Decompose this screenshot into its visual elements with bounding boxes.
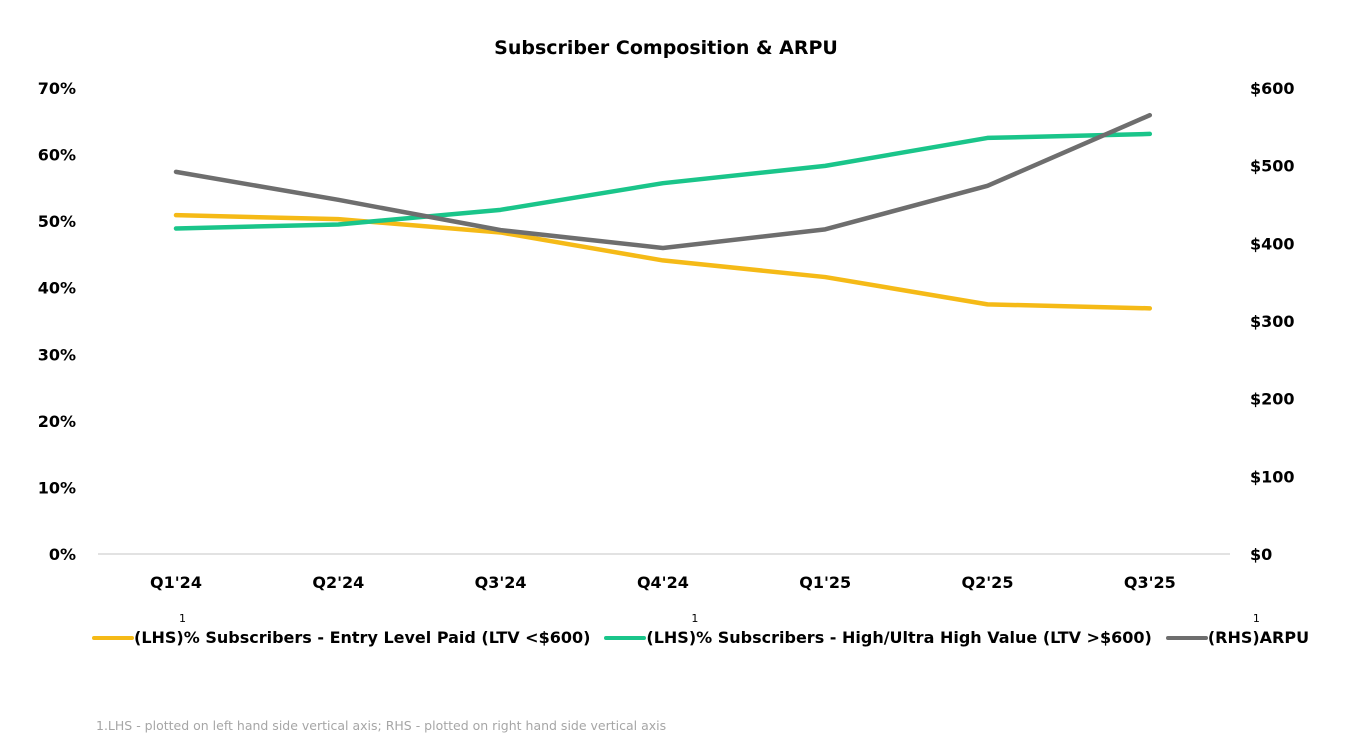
legend-superscript: 1 xyxy=(1252,612,1260,625)
legend-item-entry-level: 1 (LHS)% Subscribers - Entry Level Paid … xyxy=(92,612,591,647)
legend-label: (LHS)% Subscribers - High/Ultra High Val… xyxy=(646,628,1152,647)
left-axis: 0% 10% 20% 30% 40% 50% 60% 70% xyxy=(38,79,76,564)
footnote: 1.LHS - plotted on left hand side vertic… xyxy=(96,718,667,733)
right-tick-label: $300 xyxy=(1250,312,1295,331)
legend-superscript: 1 xyxy=(179,612,186,625)
legend-swatch xyxy=(1165,635,1208,640)
x-tick-label: Q3'25 xyxy=(1124,573,1176,592)
legend-label: (LHS)% Subscribers - Entry Level Paid (L… xyxy=(134,628,591,647)
legend-item-arpu: 1 (RHS)ARPU xyxy=(1165,612,1310,647)
right-axis: $0 $100 $200 $300 $400 $500 $600 xyxy=(1250,79,1295,564)
legend-swatch xyxy=(604,635,647,640)
right-tick-label: $0 xyxy=(1250,545,1272,564)
legend-label: (RHS)ARPU xyxy=(1207,628,1310,647)
right-tick-label: $600 xyxy=(1250,79,1295,98)
x-tick-label: Q2'24 xyxy=(312,573,364,592)
right-tick-label: $200 xyxy=(1250,390,1295,409)
chart: Subscriber Composition & ARPU 0% 10% 20% 30… xyxy=(38,37,1295,592)
legend: 1 (LHS)% Subscribers - Entry Level Paid … xyxy=(92,612,1323,647)
legend-item-high-value: 1 (LHS)% Subscribers - High/Ultra High V… xyxy=(604,612,1152,647)
x-tick-label: Q1'25 xyxy=(799,573,851,592)
left-tick-label: 0% xyxy=(49,545,76,564)
series-group xyxy=(173,112,1153,311)
x-axis: Q1'24 Q2'24 Q3'24 Q4'24 Q1'25 Q2'25 Q3'25 xyxy=(150,573,1176,592)
legend-superscript: 1 xyxy=(691,612,699,625)
right-tick-label: $400 xyxy=(1250,234,1295,253)
x-tick-label: Q4'24 xyxy=(637,573,689,592)
left-tick-label: 40% xyxy=(38,279,76,298)
left-tick-label: 60% xyxy=(38,146,76,165)
left-tick-label: 70% xyxy=(38,79,76,98)
legend-swatch xyxy=(92,635,134,640)
x-tick-label: Q1'24 xyxy=(150,573,202,592)
left-tick-label: 50% xyxy=(38,212,76,231)
right-tick-label: $500 xyxy=(1250,157,1295,176)
x-tick-label: Q2'25 xyxy=(962,573,1014,592)
right-tick-label: $100 xyxy=(1250,467,1295,486)
left-tick-label: 30% xyxy=(38,345,76,364)
left-tick-label: 10% xyxy=(38,478,76,497)
series-line-0 xyxy=(173,212,1153,311)
chart-title: Subscriber Composition & ARPU xyxy=(494,37,838,59)
x-tick-label: Q3'24 xyxy=(475,573,527,592)
left-tick-label: 20% xyxy=(38,412,76,431)
